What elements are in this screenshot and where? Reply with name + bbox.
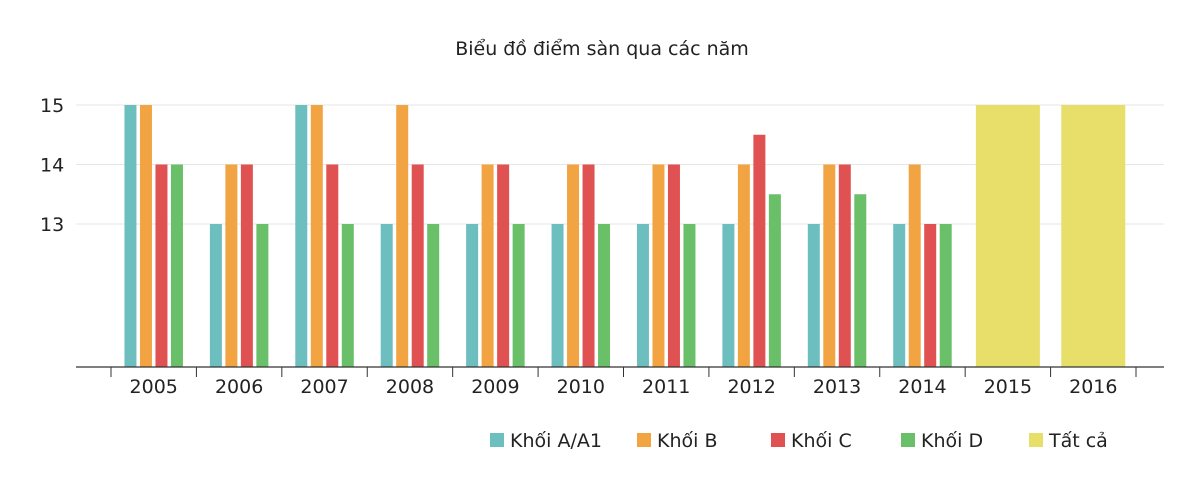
bar-2014-2 xyxy=(924,224,937,367)
bar-2005-0 xyxy=(124,105,137,367)
bar-2010-1 xyxy=(567,164,580,367)
bar-2006-0 xyxy=(209,224,222,367)
legend-swatch xyxy=(901,433,915,447)
bar-2007-3 xyxy=(341,224,354,367)
legend-label: Khối B xyxy=(657,430,717,452)
bar-2007-0 xyxy=(295,105,308,367)
legend-label: Khối A/A1 xyxy=(510,430,602,452)
bars xyxy=(124,105,1126,367)
y-tick-label: 14 xyxy=(40,155,64,177)
bar-2009-3 xyxy=(512,224,525,367)
bar-2012-3 xyxy=(768,194,781,367)
bar-2011-3 xyxy=(683,224,696,367)
legend-swatch xyxy=(637,433,651,447)
bar-2014-1 xyxy=(908,164,921,367)
bar-2012-0 xyxy=(722,224,735,367)
bar-2009-0 xyxy=(466,224,479,367)
bar-2014-3 xyxy=(939,224,952,367)
x-axis: 2005 2006 2007 2008 2009 2010 2011 2012 2013 2014… xyxy=(76,366,1164,398)
bar-2013-0 xyxy=(807,224,820,367)
y-tick-label: 15 xyxy=(40,95,64,117)
bar-2007-1 xyxy=(310,105,323,367)
x-tick-label: 2009 xyxy=(471,376,519,398)
legend-swatch xyxy=(1029,433,1043,447)
bar-2013-1 xyxy=(823,164,836,367)
x-tick-label: 2015 xyxy=(984,376,1032,398)
bar-2016-4 xyxy=(1061,105,1126,367)
bar-2008-1 xyxy=(396,105,409,367)
bar-2006-2 xyxy=(240,164,253,367)
bar-2009-2 xyxy=(497,164,510,367)
x-tick-label: 2007 xyxy=(300,376,348,398)
bar-2011-2 xyxy=(667,164,680,367)
bar-2005-1 xyxy=(139,105,152,367)
x-tick-label: 2006 xyxy=(215,376,263,398)
bar-2005-3 xyxy=(170,164,183,367)
bar-2006-3 xyxy=(256,224,269,367)
x-tick-label: 2010 xyxy=(557,376,605,398)
bar-2013-3 xyxy=(854,194,867,367)
x-tick-label: 2008 xyxy=(386,376,434,398)
y-tick-label: 13 xyxy=(40,214,64,236)
legend-label: Khối C xyxy=(791,430,852,452)
bar-2013-2 xyxy=(838,164,851,367)
bar-2008-2 xyxy=(411,164,424,367)
x-tick-label: 2014 xyxy=(898,376,946,398)
bar-2008-0 xyxy=(380,224,393,367)
y-axis: 13 14 15 xyxy=(40,95,64,236)
bar-2012-1 xyxy=(737,164,750,367)
bar-2008-3 xyxy=(427,224,440,367)
legend-label: Tất cả xyxy=(1048,430,1108,452)
bar-2010-0 xyxy=(551,224,564,367)
bar-2006-1 xyxy=(225,164,238,367)
bar-2007-2 xyxy=(326,164,339,367)
x-tick-label: 2013 xyxy=(813,376,861,398)
bar-2011-0 xyxy=(636,224,649,367)
bar-2005-2 xyxy=(155,164,168,367)
chart-title: Biểu đồ điểm sàn qua các năm xyxy=(455,38,749,60)
legend-swatch xyxy=(771,433,785,447)
bar-2015-4 xyxy=(975,105,1040,367)
legend-swatch xyxy=(490,433,504,447)
bar-2010-3 xyxy=(598,224,611,367)
legend-label: Khối D xyxy=(921,430,983,452)
bar-2010-2 xyxy=(582,164,595,367)
bar-2009-1 xyxy=(481,164,494,367)
bar-2014-0 xyxy=(893,224,906,367)
x-tick-label: 2012 xyxy=(727,376,775,398)
x-tick-label: 2016 xyxy=(1069,376,1117,398)
x-tick-label: 2011 xyxy=(642,376,690,398)
x-tick-label: 2005 xyxy=(130,376,178,398)
legend: Khối A/A1 Khối B Khối C Khối D Tất cả xyxy=(490,430,1108,452)
bar-2011-1 xyxy=(652,164,665,367)
bar-2012-2 xyxy=(753,134,766,367)
